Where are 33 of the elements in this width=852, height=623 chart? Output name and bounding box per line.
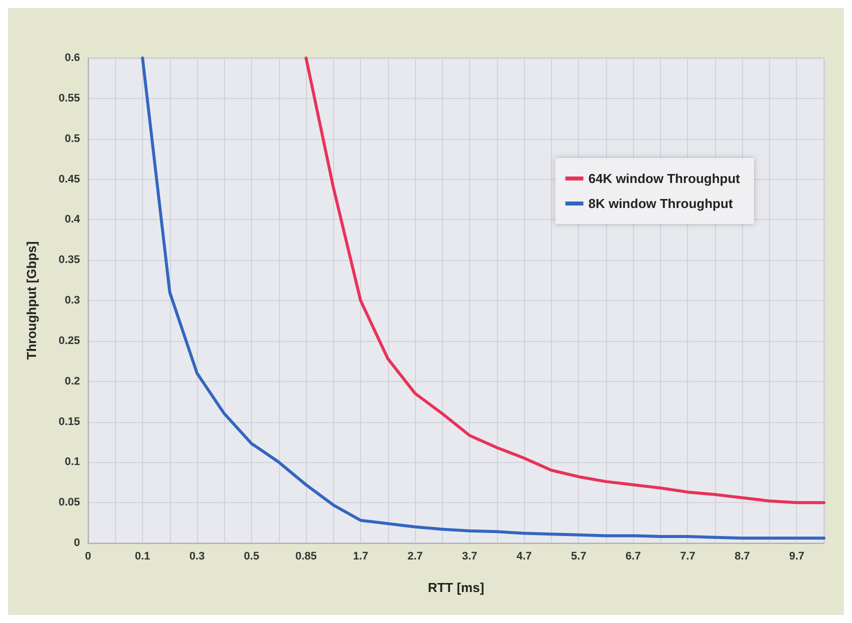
line-series [304, 56, 826, 504]
x-tick-label: 5.7 [571, 550, 586, 562]
x-tick-label: 7.7 [680, 550, 696, 562]
x-tick-label: 3.7 [462, 550, 478, 562]
y-tick-label: 0.35 [58, 254, 80, 266]
y-tick-label: 0.4 [64, 214, 81, 226]
x-axis-title: RTT [ms] [428, 580, 484, 595]
y-tick-label: 0.25 [58, 334, 80, 347]
x-tick-label: 2.7 [407, 550, 423, 562]
x-tick-label: 0 [84, 550, 92, 562]
line-series [141, 56, 826, 540]
y-tick-label: 0.45 [58, 173, 80, 186]
x-tick-label: 1.7 [352, 550, 368, 562]
x-tick-label: 0.85 [295, 550, 317, 562]
y-tick-label: 0.15 [58, 416, 80, 428]
y-tick-label: 0.3 [64, 294, 80, 306]
legend-label: 64K window Throughput [588, 171, 741, 186]
x-tick-label: 6.7 [626, 550, 641, 562]
y-tick-label: 0.05 [58, 496, 80, 509]
x-tick-label: 9.7 [789, 550, 804, 562]
y-tick-label: 0.6 [64, 52, 80, 64]
y-tick-label: 0.55 [58, 92, 80, 104]
x-tick-label: 4.7 [516, 550, 532, 562]
y-tick-label: 0.5 [64, 132, 80, 145]
y-tick-label: 0.2 [64, 375, 80, 388]
x-tick-label: 8.7 [734, 550, 750, 562]
x-tick-label: 0.3 [189, 550, 205, 562]
x-tick-label: 0.1 [134, 550, 150, 562]
x-tick-label: 0.5 [244, 550, 260, 562]
y-tick-label: 0 [74, 537, 80, 549]
y-axis-title: Throughput [Gbps] [24, 241, 39, 360]
legend-label: 8K window Throughput [588, 196, 734, 211]
y-tick-label: 0.1 [64, 456, 80, 468]
